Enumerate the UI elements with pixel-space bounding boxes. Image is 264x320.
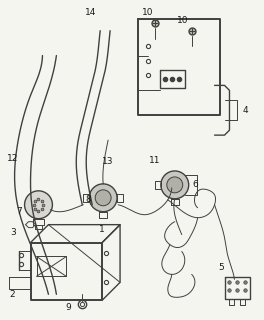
Text: 8: 8: [85, 195, 91, 204]
Circle shape: [167, 177, 183, 193]
Text: 7: 7: [16, 207, 21, 216]
Text: 1: 1: [99, 225, 105, 234]
Circle shape: [161, 171, 189, 199]
Text: 12: 12: [7, 154, 18, 163]
Circle shape: [25, 191, 53, 219]
Circle shape: [89, 184, 117, 212]
Text: 9: 9: [65, 303, 71, 312]
Text: 3: 3: [11, 228, 17, 237]
Text: 13: 13: [102, 157, 114, 166]
Text: 2: 2: [10, 290, 15, 299]
Text: 5: 5: [219, 263, 224, 272]
Text: 10: 10: [142, 8, 154, 17]
Text: 10: 10: [177, 16, 188, 25]
Text: 11: 11: [149, 156, 161, 164]
Text: 4: 4: [243, 106, 248, 115]
Text: 14: 14: [84, 8, 96, 17]
Circle shape: [95, 190, 111, 206]
Text: 6: 6: [193, 180, 199, 189]
